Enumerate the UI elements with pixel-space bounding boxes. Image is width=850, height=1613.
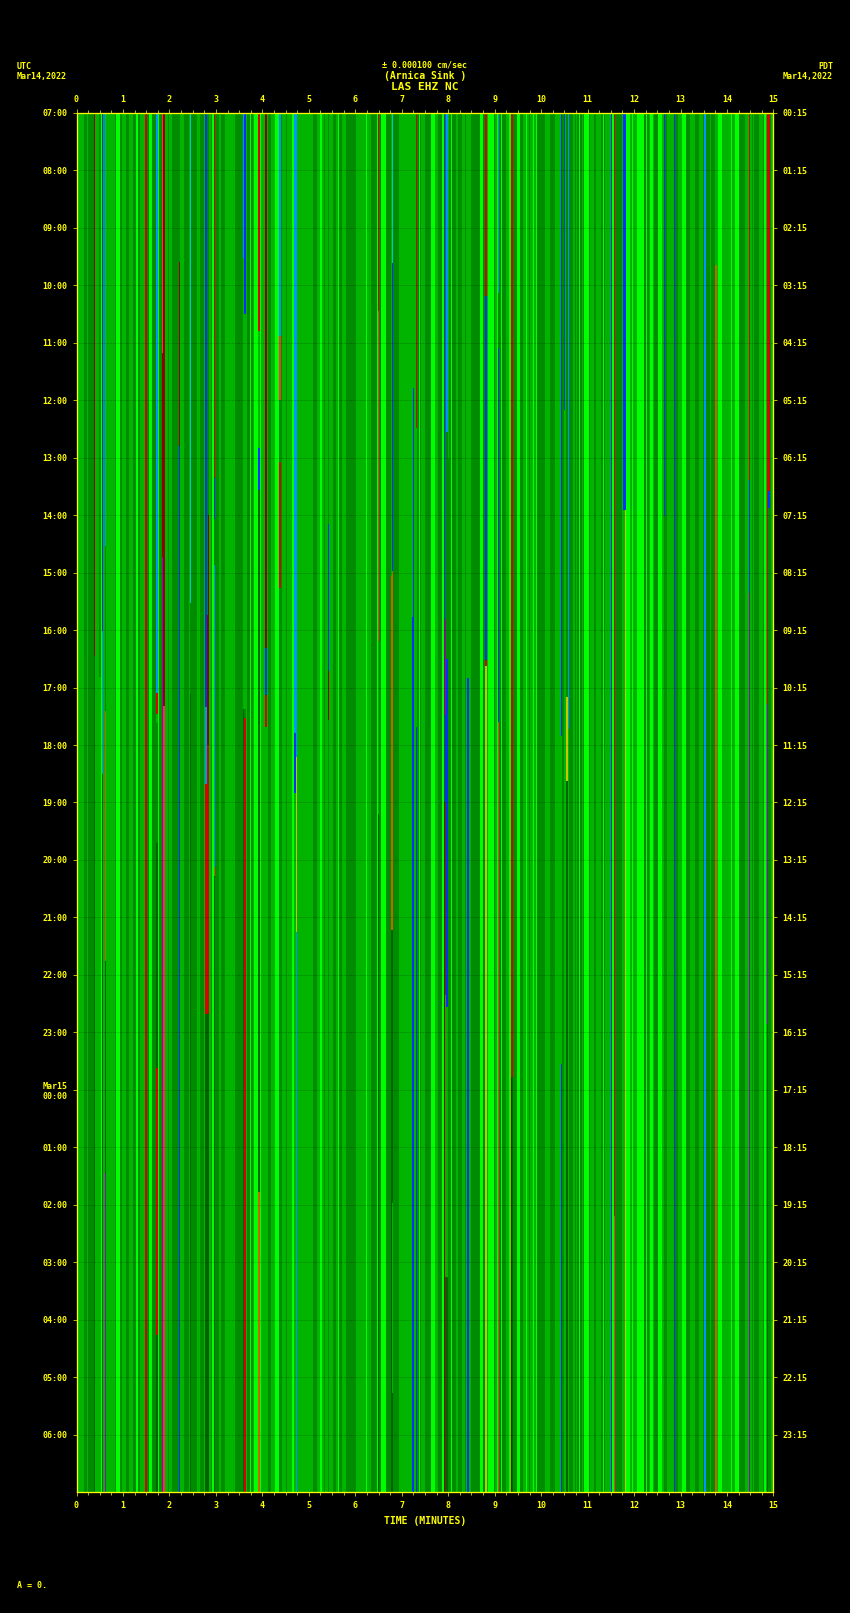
Text: Mar14,2022: Mar14,2022	[783, 71, 833, 81]
Text: Mar14,2022: Mar14,2022	[17, 71, 67, 81]
Text: UTC: UTC	[17, 61, 32, 71]
Text: ± 0.000100 cm/sec: ± 0.000100 cm/sec	[382, 60, 468, 69]
X-axis label: TIME (MINUTES): TIME (MINUTES)	[384, 1516, 466, 1526]
Text: (Arnica Sink ): (Arnica Sink )	[384, 71, 466, 81]
Text: PDT: PDT	[818, 61, 833, 71]
Text: LAS EHZ NC: LAS EHZ NC	[391, 82, 459, 92]
Text: A = 0.: A = 0.	[17, 1581, 47, 1590]
